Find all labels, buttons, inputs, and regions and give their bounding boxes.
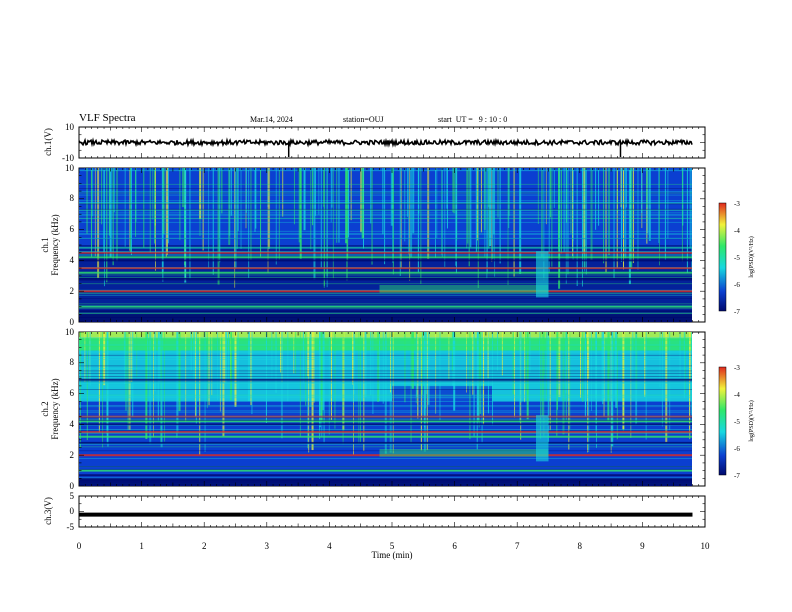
start-time-label: start UT = 9 : 10 : 0 bbox=[438, 115, 508, 124]
ch2-colorbar bbox=[718, 366, 727, 476]
ch2-frequency-axis-label: Frequency (kHz) bbox=[50, 378, 60, 439]
ch1-freq-tick-6: 6 bbox=[70, 224, 75, 234]
ch1-spectrogram bbox=[79, 168, 692, 322]
ch1-volt-axis-label: ch.1(V) bbox=[43, 128, 53, 156]
x-axis-label: Time (min) bbox=[372, 550, 413, 560]
x-tick-5: 5 bbox=[390, 541, 395, 551]
ch1-cbar-tick-minus4: -4 bbox=[734, 227, 740, 235]
axis-ticks bbox=[78, 126, 706, 528]
x-tick-10: 10 bbox=[701, 541, 711, 551]
ch2-freq-tick-2: 2 bbox=[70, 450, 75, 460]
x-tick-9: 9 bbox=[640, 541, 645, 551]
ch1-frequency-axis-label: Frequency (kHz) bbox=[50, 214, 60, 275]
ch2-spectrogram bbox=[79, 332, 692, 486]
ch1-freq-tick-8: 8 bbox=[70, 193, 75, 203]
x-tick-8: 8 bbox=[578, 541, 583, 551]
chart-title: VLF Spectra bbox=[79, 112, 136, 124]
x-tick-2: 2 bbox=[202, 541, 207, 551]
ch2-freq-tick-10: 10 bbox=[65, 327, 75, 337]
ch1-freq-tick-2: 2 bbox=[70, 286, 75, 296]
ch1-cbar-tick-minus7: -7 bbox=[734, 308, 740, 316]
ch3-ytick-0: 0 bbox=[70, 506, 75, 516]
ch2-cbar-tick-minus3: -3 bbox=[734, 364, 740, 372]
ch3-ytick-minus5: -5 bbox=[67, 522, 75, 532]
station-label: station=OUJ bbox=[343, 115, 384, 124]
ch2-spectrogram-channel-label: ch.2 bbox=[40, 401, 50, 416]
ch1-freq-tick-4: 4 bbox=[70, 255, 75, 265]
ch1-cbar-tick-minus5: -5 bbox=[734, 254, 740, 262]
x-tick-4: 4 bbox=[327, 541, 332, 551]
ch2-freq-tick-6: 6 bbox=[70, 388, 75, 398]
x-tick-labels: 0 1 2 3 4 5 6 7 8 9 10 bbox=[77, 541, 710, 551]
ch1-spectrogram-channel-label: ch.1 bbox=[40, 237, 50, 252]
ch1-ytick-10: 10 bbox=[65, 122, 75, 132]
ch1-waveform-trace bbox=[78, 137, 693, 157]
ch1-cbar-tick-minus6: -6 bbox=[734, 281, 740, 289]
ch1-cbar-tick-minus3: -3 bbox=[734, 200, 740, 208]
x-tick-3: 3 bbox=[265, 541, 270, 551]
ch2-freq-tick-8: 8 bbox=[70, 357, 75, 367]
ch2-cbar-tick-minus7: -7 bbox=[734, 472, 740, 480]
x-tick-7: 7 bbox=[515, 541, 520, 551]
ch3-ytick-5: 5 bbox=[70, 491, 75, 501]
x-tick-1: 1 bbox=[139, 541, 144, 551]
x-tick-6: 6 bbox=[452, 541, 457, 551]
ch2-cbar-tick-minus4: -4 bbox=[734, 391, 740, 399]
ch1-ytick-minus10: -10 bbox=[62, 153, 74, 163]
date-label: Mar.14, 2024 bbox=[250, 115, 293, 124]
ch1-colorbar-label: log(PSD)(V²/Hz) bbox=[748, 236, 755, 277]
ch2-freq-tick-4: 4 bbox=[70, 419, 75, 429]
ch2-cbar-tick-minus5: -5 bbox=[734, 418, 740, 426]
ch1-colorbar bbox=[718, 202, 727, 312]
ch3-volt-axis-label: ch.3(V) bbox=[43, 497, 53, 525]
x-tick-0: 0 bbox=[77, 541, 82, 551]
ch1-freq-tick-0: 0 bbox=[70, 317, 75, 327]
ch2-freq-tick-0: 0 bbox=[70, 481, 75, 491]
ch2-cbar-tick-minus6: -6 bbox=[734, 445, 740, 453]
ch2-colorbar-label: log(PSD)(V²/Hz) bbox=[748, 400, 755, 441]
ch1-freq-tick-10: 10 bbox=[65, 163, 75, 173]
